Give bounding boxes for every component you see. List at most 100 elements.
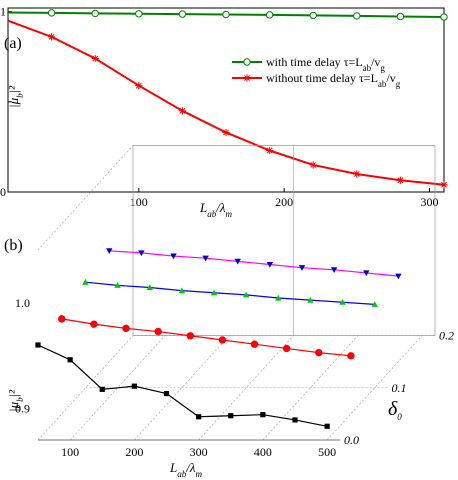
data-point (131, 383, 137, 389)
data-point (58, 315, 66, 323)
data-point (91, 54, 99, 63)
data-point (260, 412, 266, 418)
data-point (222, 10, 230, 19)
data-point (178, 107, 186, 115)
floor-gridline (326, 335, 423, 441)
data-point (135, 81, 143, 90)
legend-entry: without time delay τ=Lab/vg (266, 71, 401, 89)
data-point (353, 12, 361, 20)
data-point (298, 265, 306, 271)
data-point (202, 255, 209, 262)
panel-a-y-axis-label: |μb|² (6, 85, 25, 108)
x-tick-label: 200 (275, 195, 293, 209)
data-point (330, 267, 338, 273)
data-point (218, 336, 227, 344)
panel-b-3d-axes: 100 200 300 400 500 0.9 1.0 0.0 0.1 0.2 (15, 145, 454, 459)
data-point (315, 348, 323, 357)
data-point (170, 253, 177, 260)
y-tick-label: 0 (0, 185, 6, 199)
legend-entry: with time delay τ=Lab/vg (266, 55, 385, 73)
data-point (178, 287, 186, 294)
data-point (282, 344, 291, 353)
depth-tick-label: 0.0 (344, 433, 359, 447)
data-point (91, 9, 99, 18)
data-point (114, 282, 121, 288)
data-point (210, 289, 218, 296)
data-point (440, 13, 448, 21)
panel-b-x-axis-label: Lab/λm (169, 460, 202, 479)
data-point (265, 11, 274, 19)
data-point (234, 258, 241, 265)
data-point (324, 423, 330, 429)
panel-b-series (35, 248, 402, 429)
data-point (186, 332, 194, 340)
legend-marker (243, 58, 251, 66)
panel-a-axes: 100 200 300 0 1 (0, 5, 438, 209)
data-point (307, 296, 314, 303)
panel-a-frame (7, 7, 445, 193)
data-point (178, 10, 187, 18)
legend-marker (243, 74, 251, 82)
z-tick-label: 1.0 (15, 296, 30, 310)
floor-gridline (262, 335, 359, 441)
data-point (82, 278, 89, 285)
data-point (309, 161, 317, 169)
panel-b-z-axis-label: |μb|² (6, 389, 25, 412)
data-point (396, 176, 404, 184)
x-tick-label: 100 (130, 195, 148, 209)
panel-b-label: (b) (4, 237, 23, 254)
series-line (85, 281, 375, 305)
x-tick-label: 300 (190, 445, 208, 459)
data-point (99, 386, 105, 392)
data-point (138, 250, 145, 257)
data-point (196, 414, 202, 420)
x-tick-label: 200 (125, 445, 143, 459)
data-point (242, 291, 250, 298)
floor-gridline (69, 335, 166, 441)
x-tick-label: 300 (420, 195, 438, 209)
y-tick-label: 1 (0, 5, 6, 19)
x-tick-label: 400 (254, 445, 272, 459)
wall-edge (37, 335, 134, 441)
data-point (35, 342, 41, 348)
data-point (154, 327, 162, 336)
data-point (440, 181, 448, 189)
data-point (250, 340, 259, 348)
data-point (222, 128, 230, 137)
data-point (90, 320, 98, 328)
data-point (266, 261, 274, 268)
data-point (122, 324, 130, 333)
x-tick-label: 500 (318, 445, 336, 459)
data-point (363, 270, 370, 277)
data-point (106, 248, 113, 254)
x-tick-label: 100 (61, 445, 79, 459)
data-point (339, 299, 346, 305)
data-point (67, 357, 73, 363)
back-wall (132, 145, 436, 336)
data-point (395, 273, 402, 280)
series-line (37, 344, 328, 427)
data-point (353, 170, 361, 178)
panel-a-x-axis-label: Lab/λm (199, 200, 232, 219)
series-line (7, 19, 445, 186)
floor-gridline (198, 335, 294, 441)
data-point (48, 33, 56, 41)
data-point (292, 417, 298, 423)
data-point (309, 11, 317, 20)
depth-tick-label: 0.2 (439, 329, 454, 343)
panel-a-series (7, 9, 448, 189)
data-point (347, 352, 355, 360)
z-tick-label: 0.9 (15, 401, 30, 415)
data-point (228, 413, 234, 419)
panel-a-label: (a) (4, 35, 22, 52)
series-line (109, 250, 399, 277)
data-point (266, 146, 274, 155)
depth-tick-label: 0.1 (392, 381, 407, 395)
series-line (61, 318, 351, 357)
panel-b: (b) 100 200 300 400 500 0.9 1.0 0.0 0.1 0.2 Lab/λ… (4, 145, 454, 479)
data-point (163, 390, 170, 397)
panel-a: (a) 100 200 300 0 1 with time delay τ=Lab/vg… (0, 5, 448, 219)
data-point (396, 12, 405, 21)
